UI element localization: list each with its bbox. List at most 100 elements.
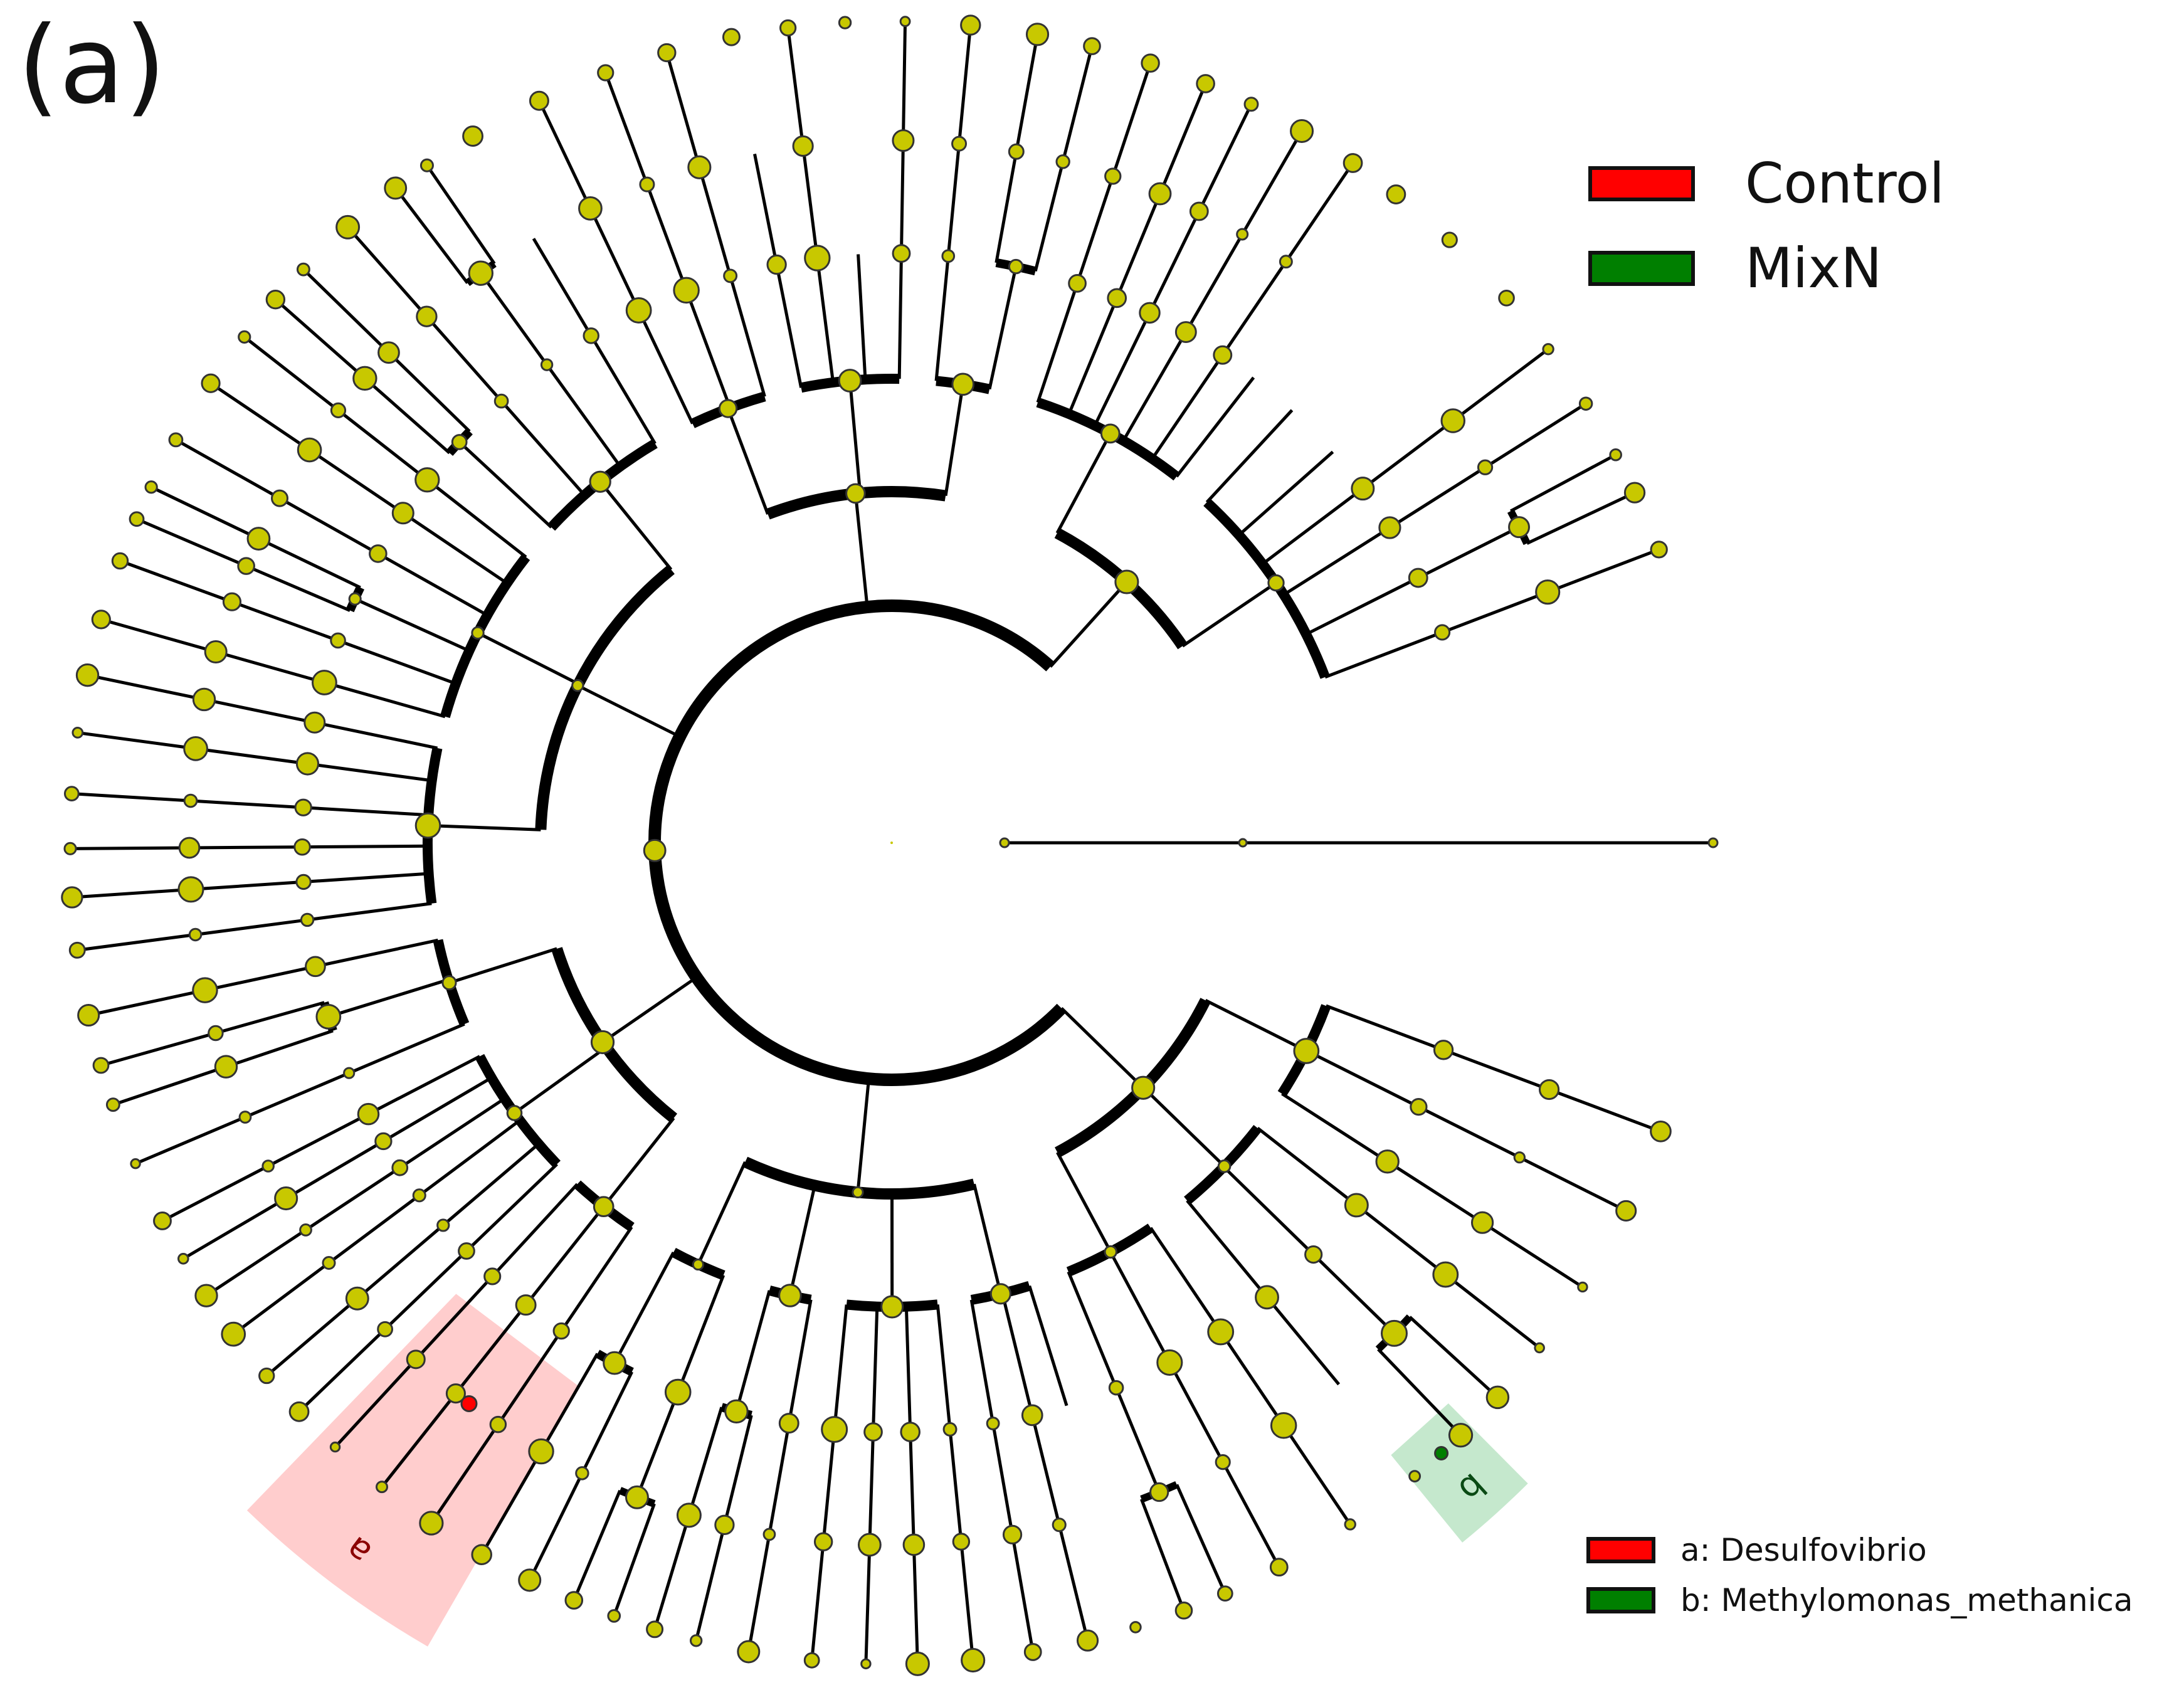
branch-line: [726, 408, 769, 515]
branch-line: [135, 1116, 246, 1166]
taxon-node: [183, 793, 198, 808]
taxon-node: [737, 1640, 761, 1664]
branch-line: [442, 1143, 540, 1227]
branch-line: [480, 1450, 543, 1556]
branch-line: [1484, 402, 1587, 469]
taxon-node: [960, 14, 981, 36]
taxon-node: [335, 214, 361, 240]
branch-line: [747, 1534, 771, 1652]
branch-line: [1238, 450, 1334, 537]
taxon-node: [1293, 1038, 1320, 1064]
branch-line: [195, 918, 308, 936]
taxon-node: [803, 1652, 820, 1669]
taxon-node: [1076, 1629, 1099, 1652]
branch-line: [994, 151, 1018, 263]
taxon-node: [1148, 182, 1172, 206]
taxon-node: [1243, 97, 1259, 112]
taxon-node: [1189, 201, 1209, 221]
clade-legend-label-a: a: Desulfovibrio: [1680, 1532, 1927, 1568]
branch-line: [946, 143, 961, 256]
taxon-node: [1279, 255, 1293, 269]
root-node: [890, 842, 893, 844]
taxon-node: [299, 1223, 312, 1237]
branch-line: [418, 1119, 521, 1197]
taxon-node: [436, 1218, 450, 1232]
taxon-node: [1290, 119, 1314, 143]
clade-legend-item-a: a: Desulfovibrio: [1586, 1525, 2133, 1575]
methylomonas-highlight: [1391, 1403, 1528, 1543]
taxon-node: [369, 544, 388, 563]
branch-line: [190, 799, 303, 810]
branch-line: [1030, 1415, 1061, 1526]
branch-line: [988, 266, 1018, 390]
taxon-node: [330, 632, 346, 649]
taxon-node: [391, 502, 414, 525]
branch-line: [500, 399, 586, 497]
taxon-node: [1408, 567, 1428, 588]
branch-line: [303, 806, 429, 817]
taxon-node: [664, 1378, 692, 1406]
branch-line: [872, 1306, 879, 1432]
branch-line: [1028, 1285, 1068, 1407]
taxon-node: [238, 1111, 252, 1124]
taxon-node: [575, 1466, 589, 1481]
branch-line: [425, 315, 503, 403]
taxon-node: [603, 1351, 626, 1375]
branch-line: [377, 552, 488, 617]
taxon-node: [192, 977, 218, 1003]
branch-line: [1067, 1271, 1118, 1389]
taxon-node: [1270, 1412, 1297, 1439]
taxon-node: [1343, 153, 1363, 173]
taxon-node: [208, 1025, 224, 1042]
taxon-node: [986, 1417, 1000, 1430]
taxon-node: [416, 305, 438, 327]
branch-line: [337, 409, 428, 482]
taxon-node: [322, 1255, 336, 1270]
taxon-node: [61, 886, 83, 909]
taxon-node: [1141, 53, 1160, 73]
taxon-node: [111, 552, 129, 570]
taxon-node: [246, 527, 271, 551]
branch-line: [298, 1328, 386, 1413]
branch-line: [448, 947, 557, 984]
taxon-node: [989, 1283, 1011, 1305]
taxon-node: [414, 812, 441, 839]
branch-line: [1114, 1387, 1161, 1493]
taxon-node: [288, 1401, 310, 1422]
branch-line: [697, 167, 732, 277]
taxon-node: [377, 1321, 394, 1338]
branch-line: [1526, 491, 1636, 545]
taxon-node: [518, 1568, 542, 1592]
taxon-node: [676, 1502, 702, 1528]
branch-line: [1519, 1156, 1627, 1213]
branch-line: [572, 1489, 622, 1601]
taxon-node: [899, 16, 911, 28]
branch-line: [1221, 1461, 1281, 1568]
branch-line: [1015, 34, 1039, 152]
branch-line: [957, 24, 973, 144]
branch-line: [285, 1139, 384, 1200]
branch-line: [191, 880, 304, 891]
taxon-node: [529, 90, 549, 111]
taxon-node: [1104, 1245, 1117, 1259]
branch-line: [1284, 162, 1354, 263]
taxon-node: [177, 876, 204, 903]
branch-line: [161, 1164, 269, 1223]
branch-line: [857, 254, 867, 380]
taxon-node: [625, 1485, 649, 1509]
branch-line: [428, 824, 541, 831]
taxon-node: [1196, 74, 1215, 93]
branch-line: [1306, 1049, 1420, 1109]
branch-line: [215, 650, 325, 684]
taxon-node: [1238, 838, 1248, 848]
taxon-node: [1707, 837, 1719, 848]
branch-line: [1075, 176, 1115, 284]
branch-line: [195, 747, 308, 766]
taxon-node: [451, 434, 468, 450]
taxon-node: [643, 838, 667, 862]
branch-line: [768, 1423, 791, 1535]
branch-line: [334, 1358, 418, 1449]
taxon-node: [153, 1211, 172, 1230]
branch-line: [1060, 1006, 1144, 1089]
taxon-node: [294, 798, 312, 816]
